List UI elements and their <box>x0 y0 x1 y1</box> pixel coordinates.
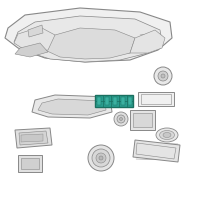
Ellipse shape <box>156 128 178 142</box>
Polygon shape <box>133 113 152 127</box>
Circle shape <box>92 149 110 167</box>
Polygon shape <box>128 97 132 105</box>
Polygon shape <box>130 30 165 53</box>
Circle shape <box>154 67 172 85</box>
Polygon shape <box>5 8 172 62</box>
Polygon shape <box>15 43 48 57</box>
Polygon shape <box>14 27 55 52</box>
Polygon shape <box>21 158 39 169</box>
Circle shape <box>114 112 128 126</box>
Circle shape <box>117 115 125 123</box>
Circle shape <box>158 71 168 81</box>
Ellipse shape <box>163 132 171 138</box>
Polygon shape <box>97 97 101 105</box>
Polygon shape <box>138 92 174 106</box>
Polygon shape <box>19 131 48 145</box>
Polygon shape <box>28 25 43 37</box>
Polygon shape <box>95 95 133 107</box>
Polygon shape <box>14 16 162 62</box>
Polygon shape <box>130 110 155 130</box>
Circle shape <box>120 117 122 120</box>
Polygon shape <box>45 28 135 59</box>
Circle shape <box>96 153 106 163</box>
Polygon shape <box>133 140 180 162</box>
Circle shape <box>99 156 103 160</box>
Polygon shape <box>121 97 125 105</box>
Polygon shape <box>38 99 106 115</box>
Circle shape <box>88 145 114 171</box>
Polygon shape <box>32 95 112 118</box>
Polygon shape <box>21 134 43 142</box>
Polygon shape <box>113 97 117 105</box>
Polygon shape <box>105 97 109 105</box>
Polygon shape <box>18 155 42 172</box>
Polygon shape <box>15 128 52 148</box>
Ellipse shape <box>160 130 174 140</box>
Circle shape <box>161 74 165 78</box>
